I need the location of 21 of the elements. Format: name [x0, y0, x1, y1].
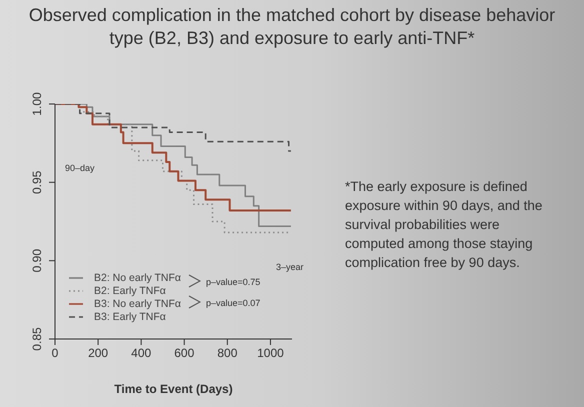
legend-label: B3: Early TNFα: [94, 311, 166, 323]
annotation: p–value=0.75: [206, 277, 260, 287]
x-tick-label: 800: [217, 346, 238, 360]
y-tick-label: 0.90: [30, 248, 44, 272]
x-tick-label: 400: [131, 346, 152, 360]
y-tick-label: 1.00: [30, 92, 44, 116]
x-tick-label: 1000: [257, 346, 284, 360]
text: *The early exposure is defined exposure within 90 days, and the survival probabilities were computed among those staying complication free by 90 days.: [345, 178, 544, 272]
annotation: 90–day: [65, 163, 95, 173]
x-axis-title: Time to Event (Days): [114, 382, 233, 396]
legend-label: B2: No early TNFα: [94, 272, 181, 284]
annotation: 3–year: [276, 262, 304, 272]
x-tick-label: 200: [88, 346, 108, 360]
y-tick-label: 0.85: [30, 327, 44, 351]
legend-label: B3: No early TNFα: [94, 298, 181, 310]
chart-title: Observed complication in the matched cohort by disease behavior type (B2, B3) and exposure to early anti-TNF*: [28, 4, 556, 50]
legend-label: B2: Early TNFα: [94, 285, 166, 297]
x-tick-label: 600: [174, 346, 195, 360]
y-tick-label: 0.95: [30, 170, 44, 194]
x-tick-label: 0: [52, 346, 59, 360]
annotation: p–value=0.07: [206, 298, 260, 308]
